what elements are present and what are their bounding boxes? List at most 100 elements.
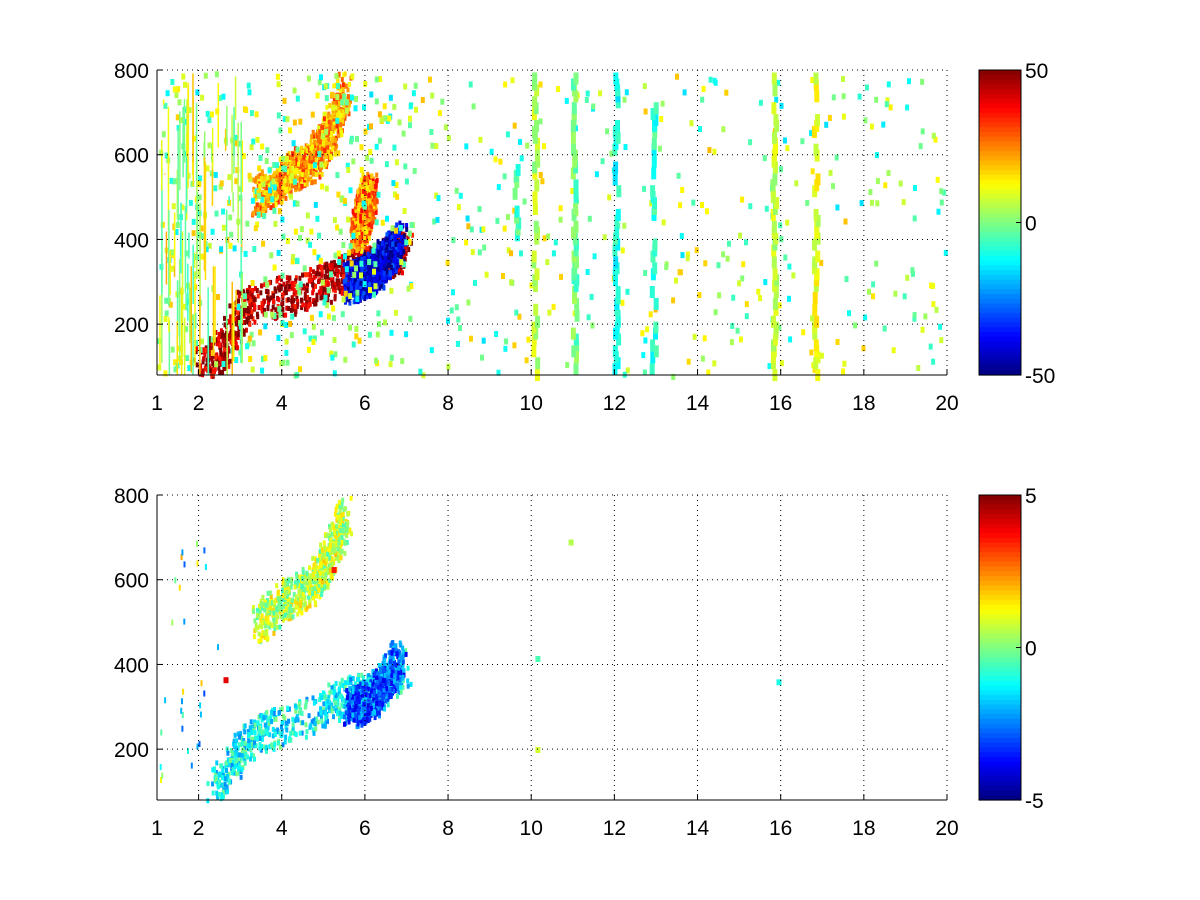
speckle-cell	[343, 290, 348, 297]
speckle-cell	[458, 325, 462, 331]
speckle-cell	[261, 240, 266, 247]
band-cell	[258, 172, 262, 178]
colorbar-swatch	[979, 298, 1021, 305]
colorbar-swatch	[979, 313, 1021, 319]
streak-cell	[198, 268, 200, 279]
speckle-cell	[542, 143, 546, 150]
band-cell	[236, 335, 240, 340]
speckle-cell	[620, 299, 625, 306]
speckle-cell	[748, 203, 753, 210]
streak-cell	[203, 156, 206, 271]
speckle-cell	[267, 167, 272, 174]
speckle-cell	[215, 294, 220, 300]
speckle-cell	[674, 277, 678, 284]
band-cell	[368, 250, 372, 256]
band-cell	[351, 208, 355, 214]
speckle-cell	[414, 106, 418, 113]
band-cell	[314, 273, 318, 279]
speckle-cell	[800, 138, 805, 145]
speckle-cell	[353, 105, 358, 112]
speckle-cell	[518, 139, 522, 145]
stripe-cell	[652, 262, 658, 275]
streak-cell	[193, 252, 196, 269]
speckle-cell	[269, 252, 274, 259]
speckle-cell	[643, 270, 648, 276]
speckle-cell	[698, 126, 702, 133]
band-cell	[330, 146, 334, 152]
speckle-cell	[336, 83, 340, 89]
speckle-cell	[794, 180, 799, 187]
band-cell	[314, 283, 317, 289]
speckle-cell	[912, 315, 917, 322]
colorbar-swatch	[979, 151, 1021, 157]
band-cell	[316, 137, 320, 143]
speckle-cell	[312, 335, 317, 342]
band-cell	[284, 195, 288, 201]
speckle-cell	[330, 354, 335, 361]
colorbar-swatch	[979, 251, 1021, 257]
streak-cell	[232, 192, 234, 213]
colorbar-swatch	[979, 232, 1021, 238]
band-cell	[255, 202, 259, 208]
speckle-cell	[383, 319, 387, 326]
band-cell	[361, 235, 365, 241]
band-cell	[337, 110, 341, 116]
colorbar-swatch	[979, 141, 1021, 147]
band-cell	[227, 363, 231, 369]
speckle-cell	[735, 327, 740, 334]
band-cell	[295, 156, 299, 162]
speckle-cell	[285, 238, 290, 244]
speckle-cell	[590, 322, 595, 329]
speckle-cell	[249, 110, 254, 117]
band-cell	[362, 256, 366, 261]
speckle-cell	[245, 220, 250, 227]
speckle-cell	[936, 208, 941, 215]
streak-cell	[211, 285, 213, 292]
speckle-cell	[181, 73, 186, 80]
speckle-cell	[317, 151, 322, 158]
band-cell	[250, 314, 253, 319]
band-cell	[293, 311, 297, 317]
stripe-cell	[650, 108, 656, 121]
speckle-cell	[449, 307, 454, 314]
speckle-cell	[935, 176, 940, 183]
speckle-cell	[234, 178, 239, 185]
speckle-cell	[748, 139, 753, 146]
band-cell	[309, 152, 313, 158]
streak-cell	[203, 131, 206, 165]
speckle-cell	[473, 279, 477, 286]
streak-cell	[237, 122, 239, 243]
band-cell	[254, 208, 257, 214]
speckle-cell	[271, 178, 276, 185]
speckle-cell	[464, 143, 469, 150]
speckle-cell	[343, 253, 347, 260]
speckle-cell	[302, 328, 307, 335]
speckle-cell	[341, 296, 346, 303]
band-cell	[217, 365, 221, 371]
speckle-cell	[727, 240, 731, 247]
speckle-cell	[319, 74, 323, 81]
speckle-cell	[183, 81, 187, 88]
band-cell	[388, 234, 392, 240]
band-cell	[320, 157, 324, 163]
band-cell	[397, 245, 401, 251]
streak-cell	[162, 99, 165, 105]
band-cell	[257, 305, 261, 310]
band-cell	[375, 199, 379, 205]
speckle-cell	[865, 84, 869, 91]
band-cell	[288, 167, 292, 173]
speckle-cell	[737, 280, 742, 287]
colorbar-swatch	[979, 136, 1021, 143]
band-cell	[346, 680, 350, 686]
colorbar-swatch	[979, 93, 1021, 100]
band-cell	[312, 297, 316, 303]
stripe-cell	[614, 226, 620, 239]
speckle-cell	[188, 199, 193, 206]
band-cell	[287, 306, 291, 311]
speckle-cell	[404, 239, 409, 246]
x-tick-label: 12	[603, 392, 626, 415]
speckle-cell	[338, 228, 343, 235]
speckle-cell	[278, 127, 283, 134]
band-cell	[211, 353, 214, 359]
band-cell	[305, 156, 309, 162]
